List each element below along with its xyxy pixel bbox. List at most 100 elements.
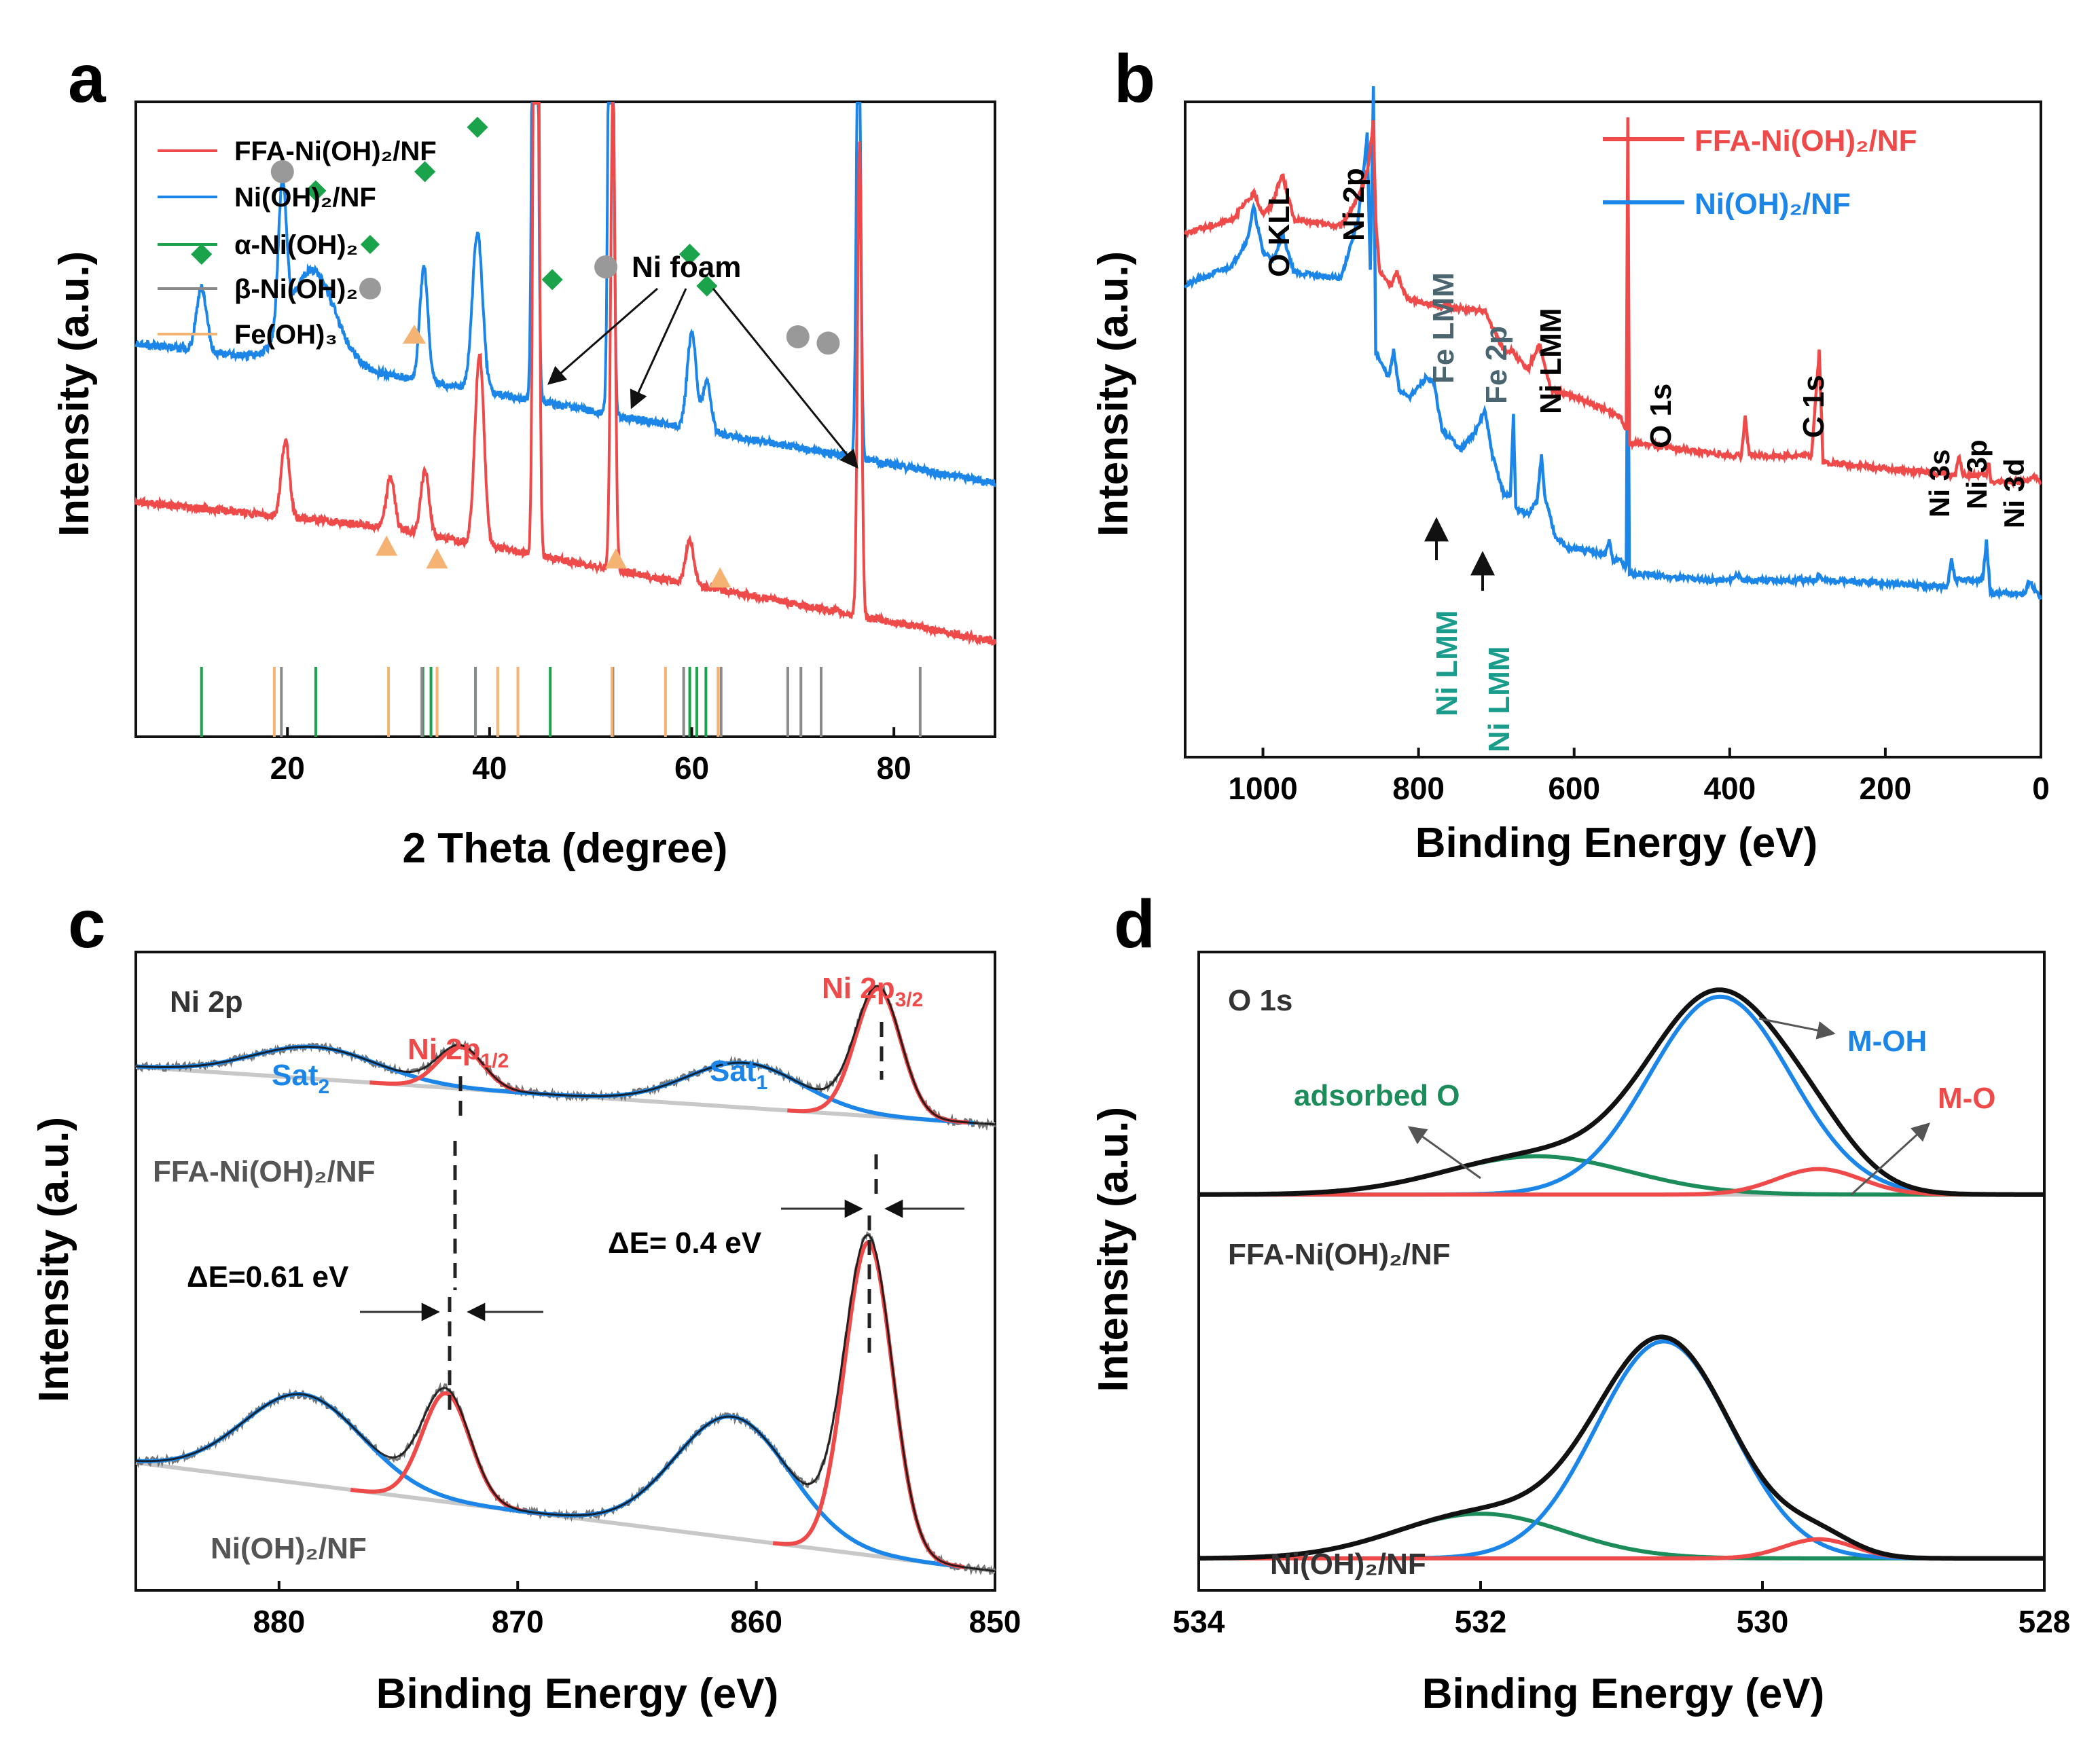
panel-letter-c: c — [68, 886, 106, 962]
tick-label: 20 — [270, 750, 305, 786]
spectrum-title: Ni 2p — [170, 985, 243, 1019]
beta-phase-marker — [816, 331, 840, 355]
diamond-marker-icon — [360, 234, 380, 255]
plot-frame-d — [1197, 951, 2046, 1592]
peak-label: M-OH — [1847, 1025, 1927, 1058]
plot-frame-c — [134, 951, 996, 1592]
plot-frame-b — [1184, 100, 2042, 758]
fit-component-line — [137, 1392, 542, 1516]
peak-label: Ni LMM — [1483, 646, 1516, 752]
xps-survey-line — [1183, 86, 2043, 601]
fit-envelope-line — [135, 1234, 996, 1573]
tick-label: 532 — [1455, 1604, 1507, 1639]
tick-label: 600 — [1548, 771, 1600, 806]
x-axis-title: 2 Theta (degree) — [403, 825, 728, 872]
feooh-marker — [709, 567, 731, 588]
arrow — [712, 288, 858, 469]
alpha-phase-marker — [696, 275, 718, 297]
fit-envelope-line — [136, 985, 996, 1126]
legend-label: FFA-Ni(OH)₂/NF — [234, 136, 437, 166]
peak-label: Ni LMM — [1430, 610, 1464, 716]
x-axis-title: Binding Energy (eV) — [376, 1670, 778, 1717]
ni2p32-label: Ni 2p — [822, 972, 895, 1005]
tick-label: 1000 — [1228, 771, 1297, 806]
peak-label: Ni LMM — [1534, 308, 1568, 414]
tick-label: 534 — [1173, 1604, 1225, 1639]
tick-label: 530 — [1737, 1604, 1789, 1639]
peak-label: Ni 3s — [1923, 450, 1955, 517]
peak-label: Ni 2p1/2 — [408, 1033, 509, 1072]
spectrum-title: O 1s — [1228, 984, 1292, 1017]
panel-b: b 1000 800 600 400 200 0 FFA-Ni(OH)₂/NF Ni(OH… — [1090, 41, 2050, 866]
fit-envelope-line — [1199, 987, 2044, 1197]
fit-envelope-line — [1199, 1334, 2044, 1561]
plot-frame-a — [134, 100, 996, 738]
x-axis-ticks: 20 40 60 80 — [270, 727, 911, 786]
peak-label: Sat1 — [710, 1055, 767, 1094]
sat1-sub: 1 — [756, 1072, 767, 1094]
legend-label: α-Ni(OH)₂ — [234, 230, 358, 260]
ni2p12-sub: 1/2 — [481, 1050, 509, 1072]
legend-label: Fe(OH)₃ — [234, 320, 338, 350]
y-axis-title: Intensity (a.u.) — [31, 1117, 77, 1402]
y-axis-title: Intensity (a.u.) — [1090, 1107, 1137, 1392]
reference-lines — [200, 667, 922, 737]
peak-label: adsorbed O — [1294, 1079, 1460, 1112]
panel-letter-d: d — [1114, 886, 1155, 962]
x-axis-ticks: 1000 800 600 400 200 0 — [1228, 748, 2050, 806]
alpha-phase-marker — [541, 269, 563, 291]
tick-label: 40 — [472, 750, 507, 786]
beta-phase-marker — [786, 325, 810, 348]
arrow — [1407, 1126, 1481, 1180]
tick-label: 880 — [253, 1604, 305, 1639]
panel-letter-a: a — [68, 41, 107, 117]
tick-label: 400 — [1703, 771, 1756, 806]
peak-label: M-O — [1938, 1082, 1996, 1115]
x-axis-ticks: 880 870 860 850 — [253, 1581, 1021, 1639]
o1s-fits — [1199, 987, 2044, 1561]
sample-label: Ni(OH)₂/NF — [1270, 1548, 1426, 1581]
panel-d: d 534 532 530 528 O 1s M-OH adsorbed O M-O … — [1090, 886, 2070, 1717]
fit-component-line — [1199, 1167, 2044, 1197]
beta-phase-marker — [270, 160, 294, 183]
triangle-marker-icon — [403, 325, 426, 344]
peak-label: Sat2 — [272, 1059, 329, 1098]
peak-label: O 1s — [1644, 384, 1678, 448]
legend-label: Ni(OH)₂/NF — [234, 183, 376, 213]
sat1-label: Sat — [710, 1055, 757, 1088]
peak-label: Ni 3p — [1961, 439, 1993, 509]
alpha-phase-marker — [467, 116, 488, 138]
xrd-line — [134, 102, 996, 646]
panel-a: a 20 40 60 80 FFA-Ni(OH)₂/NF Ni(OH)₂/NF α-N… — [51, 41, 996, 872]
delta-e-label: ΔE= 0.4 eV — [608, 1226, 762, 1260]
legend-label: β-Ni(OH)₂ — [234, 274, 358, 304]
panel-letter-b: b — [1114, 41, 1155, 117]
peak-label: O KLL — [1263, 187, 1296, 277]
alpha-phase-marker — [191, 243, 213, 265]
legend-label: FFA-Ni(OH)₂/NF — [1695, 124, 1917, 158]
sat2-sub: 2 — [318, 1076, 329, 1098]
x-axis-ticks: 534 532 530 528 — [1173, 1581, 2070, 1639]
beta-phase-marker — [594, 255, 618, 279]
peak-label: Ni 3d — [1998, 458, 2030, 528]
x-axis-title: Binding Energy (eV) — [1415, 820, 1817, 866]
peak-label: Ni 2p — [1337, 168, 1371, 241]
tick-label: 870 — [492, 1604, 544, 1639]
legend-b: FFA-Ni(OH)₂/NF Ni(OH)₂/NF — [1603, 124, 1917, 221]
circle-marker-icon — [359, 278, 381, 299]
x-axis-title: Binding Energy (eV) — [1422, 1670, 1824, 1717]
legend-label: Ni(OH)₂/NF — [1695, 187, 1851, 221]
peak-label: C 1s — [1797, 375, 1830, 438]
tick-label: 850 — [969, 1604, 1021, 1639]
ni2p-fits — [134, 983, 996, 1576]
ni2p12-label: Ni 2p — [408, 1033, 481, 1066]
feooh-marker — [376, 535, 398, 556]
fit-component-line — [503, 1414, 962, 1569]
ni-foam-annotation: Ni foam — [632, 251, 741, 284]
sat2-label: Sat — [272, 1059, 319, 1092]
delta-e-label: ΔE=0.61 eV — [187, 1260, 349, 1294]
fit-component-line — [787, 987, 969, 1125]
peak-label: Fe LMM — [1427, 272, 1460, 384]
tick-label: 0 — [2032, 771, 2050, 806]
